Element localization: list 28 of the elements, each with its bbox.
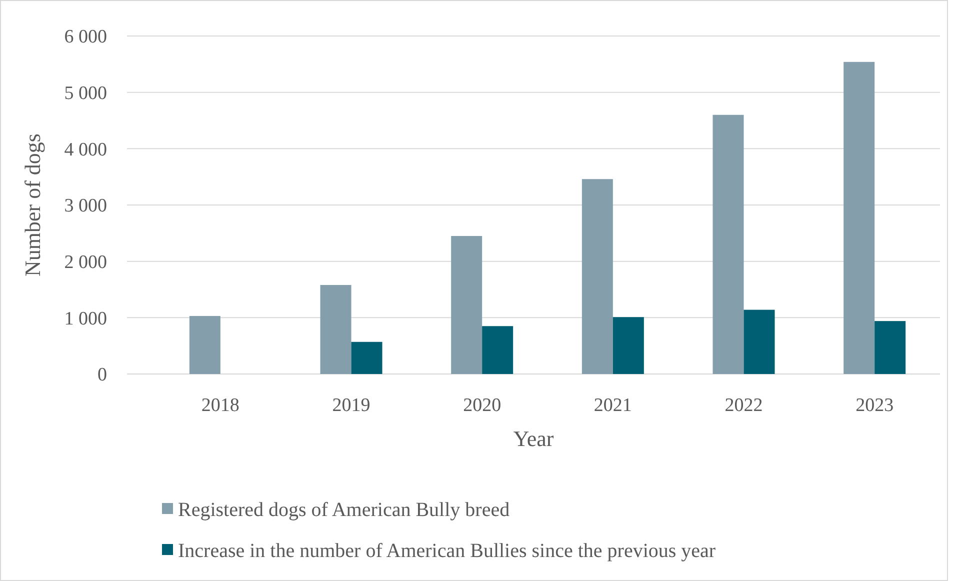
bar <box>744 310 775 374</box>
bar <box>844 62 875 374</box>
legend-label: Increase in the number of American Bullies since the previous year <box>178 540 716 562</box>
bar <box>320 284 352 374</box>
x-tick-label: 2018 <box>201 395 240 416</box>
y-tick-label: 5 000 <box>64 82 107 104</box>
bar <box>874 321 906 374</box>
bar <box>189 316 220 374</box>
x-tick-label: 2023 <box>856 395 894 416</box>
y-tick-label: 2 000 <box>64 252 107 273</box>
y-tick-label: 6 000 <box>64 26 107 48</box>
bar <box>612 317 644 374</box>
y-tick-label: 3 000 <box>64 196 107 217</box>
x-tick-label: 2022 <box>724 395 763 416</box>
x-tick-label: 2019 <box>332 395 370 416</box>
bar <box>351 342 382 374</box>
bar <box>582 179 613 374</box>
y-tick-label: 0 <box>98 364 107 386</box>
y-tick-label: 4 000 <box>64 139 107 160</box>
x-tick-label: 2020 <box>463 395 502 416</box>
legend-label: Registered dogs of American Bully breed <box>178 499 510 521</box>
bar <box>482 326 514 374</box>
y-axis-title: Number of dogs <box>20 134 45 276</box>
x-tick-label: 2021 <box>594 395 632 416</box>
bar <box>712 114 744 374</box>
x-axis-title: Year <box>513 426 554 451</box>
bar <box>451 236 482 374</box>
y-tick-label: 1 000 <box>64 308 107 330</box>
